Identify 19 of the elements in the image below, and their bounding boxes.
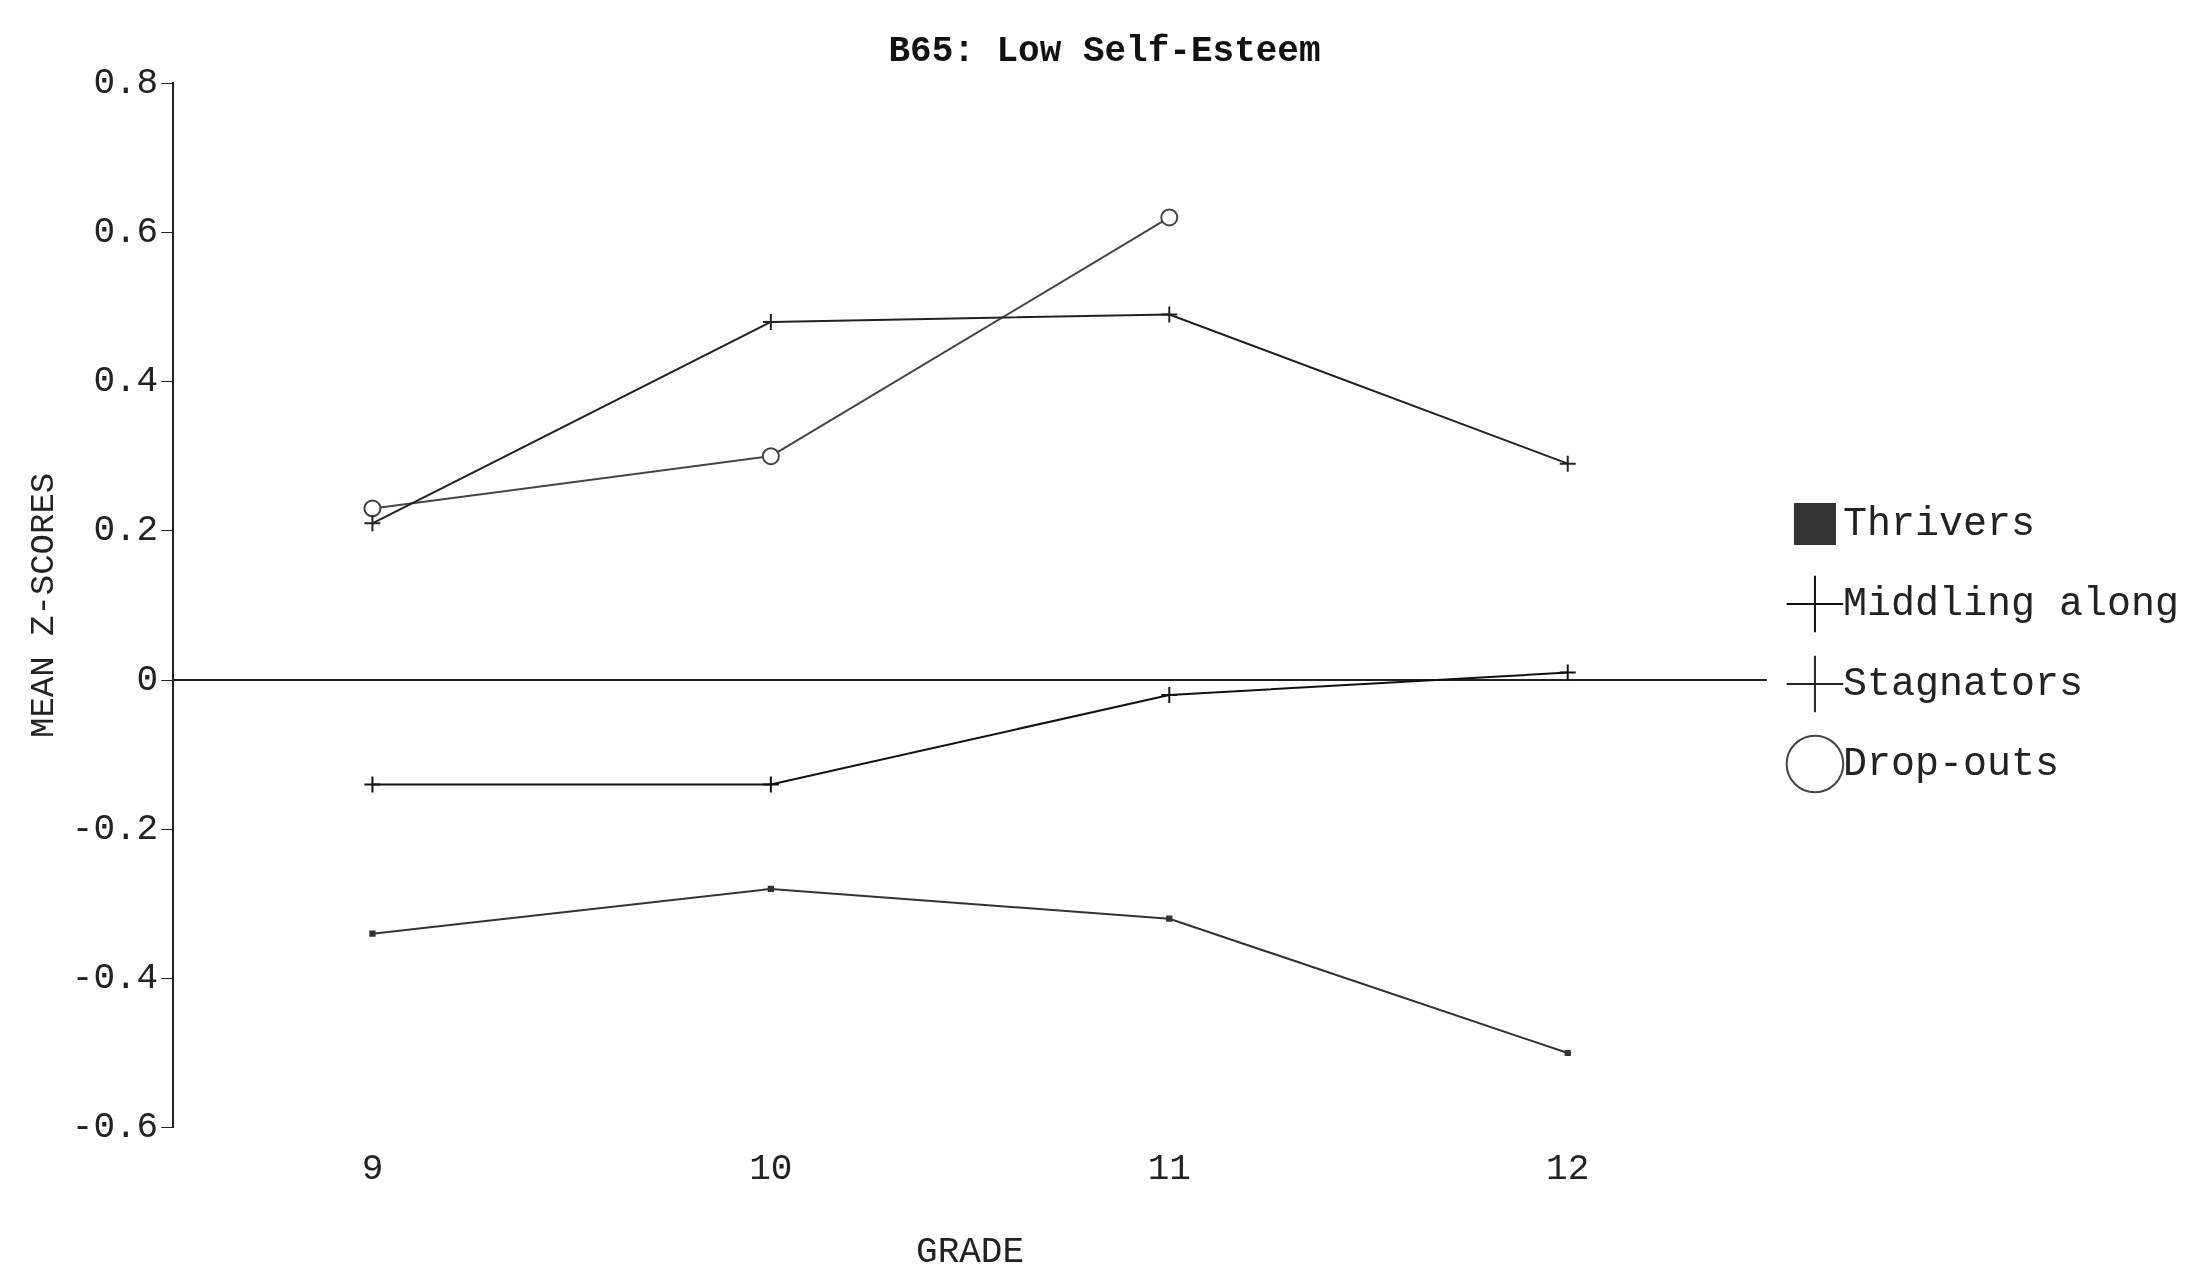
legend-label: Middling along [1842, 581, 2180, 627]
chart-title: B65: Low Self-Esteem [888, 30, 1321, 72]
y-tick-label: 0.8 [93, 62, 159, 104]
y-tick-label: 0.2 [93, 510, 159, 552]
x-tick-label: 10 [749, 1148, 793, 1190]
x-tick-label: 11 [1147, 1148, 1191, 1190]
y-tick-label: -0.4 [71, 957, 159, 999]
x-tick-label: 9 [361, 1148, 384, 1190]
legend-label: Stagnators [1842, 661, 2083, 707]
x-tick-label: 12 [1546, 1148, 1590, 1190]
y-tick-label: 0.4 [93, 361, 159, 403]
legend-label: Thrivers [1842, 501, 2035, 547]
y-tick-label: -0.6 [71, 1107, 159, 1149]
x-axis-title: GRADE [916, 1231, 1025, 1273]
y-tick-label: -0.2 [71, 808, 159, 850]
y-tick-label: 0 [136, 659, 159, 701]
y-tick-label: 0.6 [93, 211, 159, 253]
legend-label: Drop-outs [1842, 741, 2059, 787]
y-axis-title: MEAN Z-SCORES [25, 472, 64, 739]
